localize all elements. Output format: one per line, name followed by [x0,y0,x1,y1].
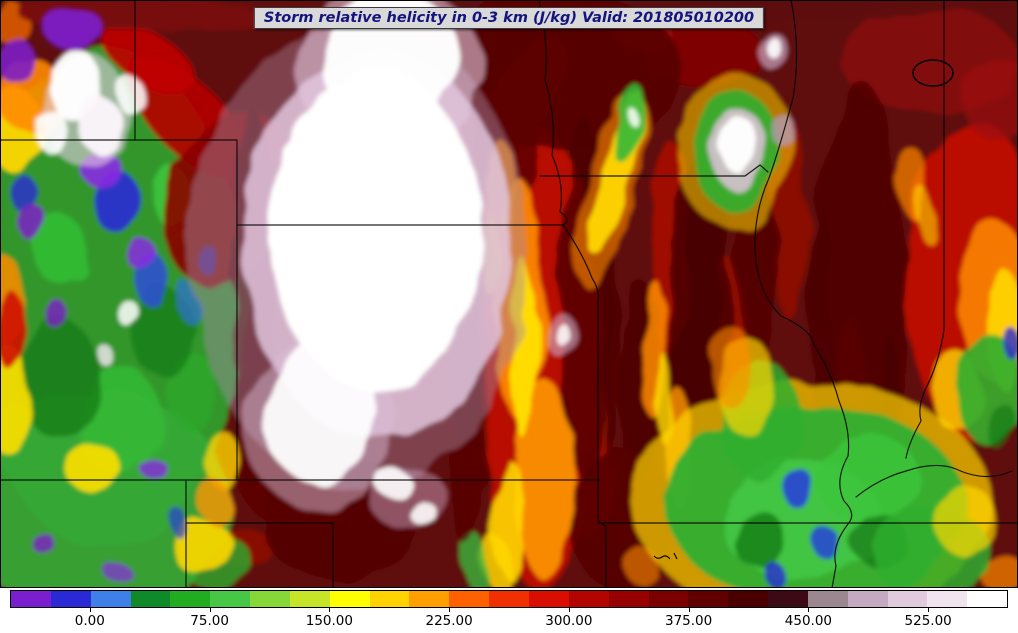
colorbar-tick [449,608,451,612]
colorbar-segment [329,591,370,607]
colorbar-segments [10,590,1008,608]
helicity-map [0,0,1018,588]
colorbar-tick-label: 300.00 [545,613,593,629]
colorbar-tick [808,608,810,612]
colorbar-segment [807,591,848,607]
border-colorado [0,139,238,481]
helicity-field-svg [0,0,1018,588]
border-oklahoma-panhandle [185,522,334,588]
colorbar-segment [568,591,609,607]
colorbar-segment [887,591,928,607]
colorbar-segment [489,591,529,607]
colorbar-tick-label: 75.00 [190,613,229,629]
colorbar-segment [210,591,251,607]
colorbar-segment [289,591,330,607]
map-annotations [653,59,954,560]
colorbar-segment [90,591,131,607]
colorbar-segment [847,591,888,607]
colorbar-tick-label: 525.00 [904,613,952,629]
colorbar-tick-label: 0.00 [74,613,105,629]
color-field [0,0,1018,588]
colorbar-segment [927,591,968,607]
lake-outline-marker [912,59,954,87]
colorbar-segment [130,591,171,607]
colorbar-segment [648,591,689,607]
colorbar-tick [688,608,690,612]
colorbar-segment [768,591,808,607]
colorbar-tick [928,608,930,612]
colorbar-segment [250,591,290,607]
colorbar-segment [409,591,450,607]
mississippi-river [754,0,853,588]
colorbar-segment [369,591,410,607]
colorbar-tick [209,608,211,612]
colorbar-tick [89,608,91,612]
colorbar-zone: 0.00 75.00 150.00 225.00 300.00 375.00 450.00 5… [0,588,1018,633]
colorbar-segment [50,591,91,607]
colorbar-tick-label: 375.00 [665,613,713,629]
colorbar-tick-label: 225.00 [425,613,473,629]
border-illinois-indiana [905,0,945,459]
colorbar-segment [967,591,1008,607]
colorbar-segment [688,591,729,607]
border-iowa-missouri [539,164,769,177]
colorbar-segment [170,591,211,607]
colorbar-tick-label: 150.00 [305,613,353,629]
colorbar-tick-label: 450.00 [784,613,833,629]
colorbar-segment [728,591,769,607]
colorbar-segment [608,591,649,607]
state-boundaries [0,0,1018,588]
contour-scribble [653,552,678,560]
ohio-river [855,464,1013,498]
colorbar-segment [449,591,490,607]
colorbar-tick [329,608,331,612]
colorbar-tick [568,608,570,612]
colorbar-segment [11,591,51,607]
missouri-river [538,0,607,588]
colorbar-segment [528,591,569,607]
map-title-label: Storm relative helicity in 0-3 km (J/kg)… [253,7,765,29]
